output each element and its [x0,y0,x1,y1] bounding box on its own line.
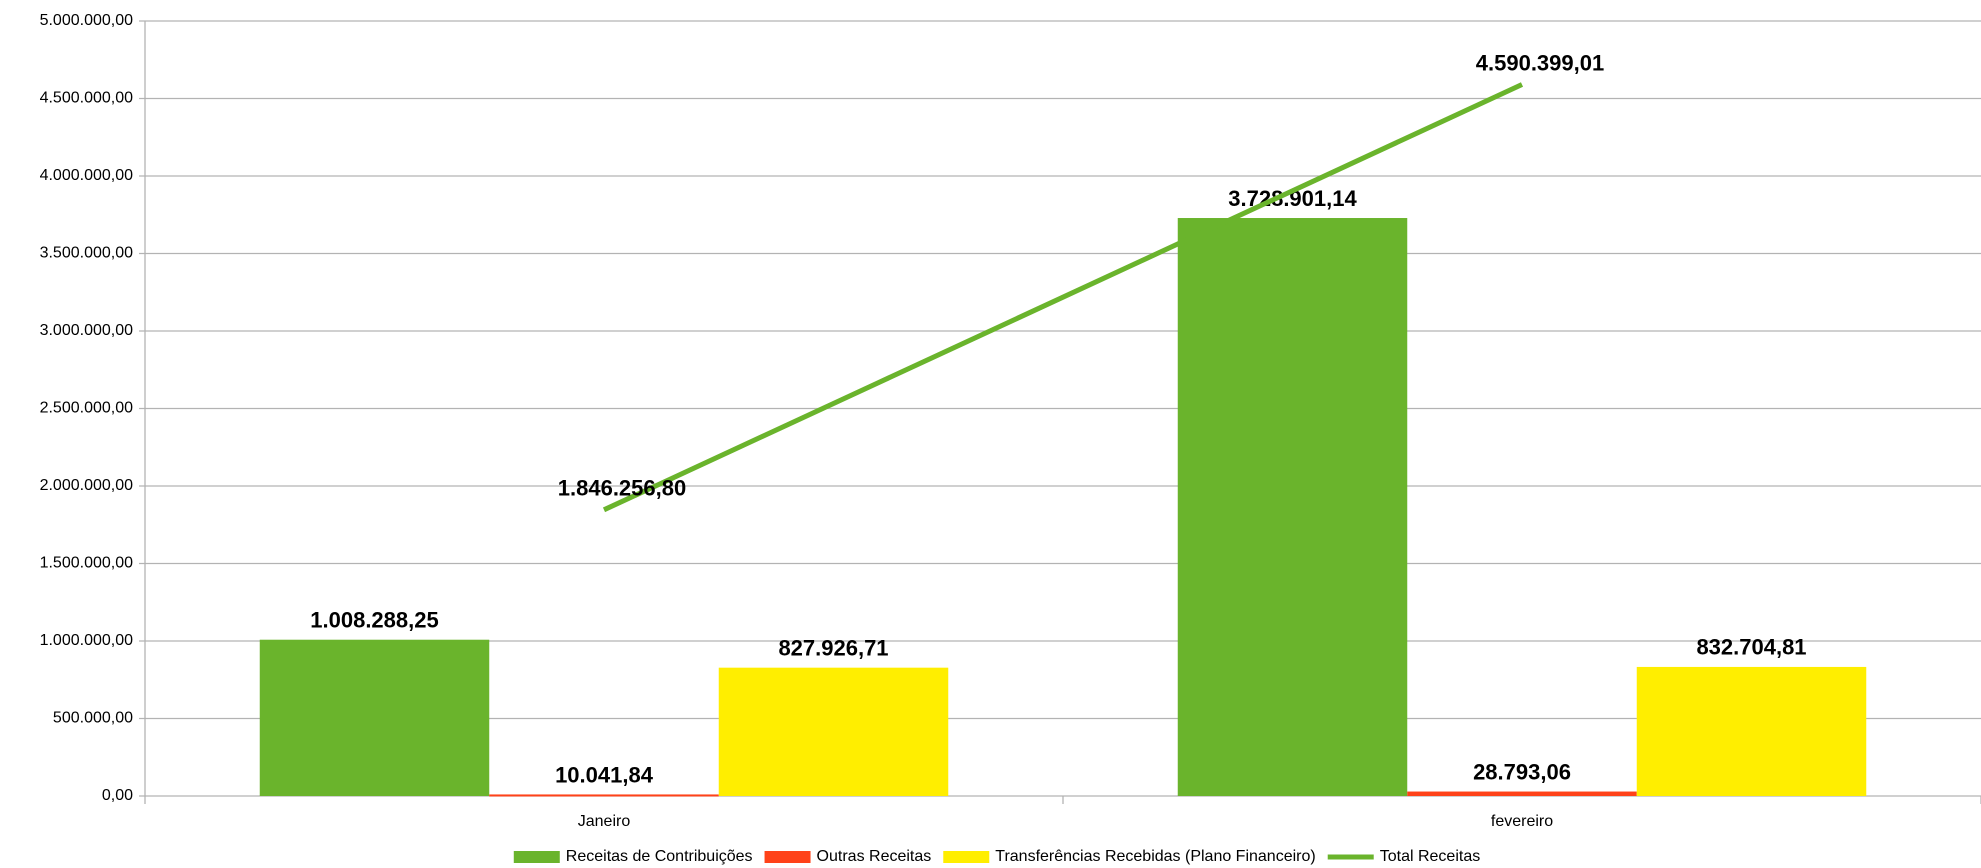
legend-swatch [764,851,811,863]
legend-label: Outras Receitas [817,848,932,865]
x-tick-label: fevereiro [1491,813,1553,830]
legend-label: Receitas de Contribuições [566,848,753,865]
y-tick-label: 1.000.000,00 [40,632,134,649]
data-label: 1.846.256,80 [558,476,686,501]
data-label: 1.008.288,25 [310,608,438,633]
bar [718,667,949,796]
bar [489,794,719,797]
legend-swatch [943,851,990,863]
legend-swatch [513,851,560,863]
legend-label: Total Receitas [1380,848,1481,865]
legend-label: Transferências Recebidas (Plano Financei… [995,848,1315,865]
data-label: 832.704,81 [1696,635,1806,660]
bar [259,639,490,796]
data-label: 827.926,71 [778,635,888,660]
y-tick-label: 2.500.000,00 [40,400,134,417]
bar [1407,791,1637,796]
y-tick-label: 2.000.000,00 [40,477,134,494]
bar [1636,666,1867,796]
data-label: 10.041,84 [555,762,654,787]
y-tick-label: 4.500.000,00 [40,90,134,107]
bar [1177,218,1408,796]
data-label: 28.793,06 [1473,759,1571,784]
x-tick-label: Janeiro [578,813,631,830]
y-tick-label: 500.000,00 [53,710,133,727]
y-tick-label: 3.000.000,00 [40,322,134,339]
y-tick-label: 1.500.000,00 [40,555,134,572]
data-label: 4.590.399,01 [1476,50,1604,75]
line [602,82,1524,513]
y-tick-label: 3.500.000,00 [40,245,134,262]
y-tick-label: 4.000.000,00 [40,167,134,184]
y-tick-label: 0,00 [102,787,133,804]
y-tick-label: 5.000.000,00 [40,12,134,29]
